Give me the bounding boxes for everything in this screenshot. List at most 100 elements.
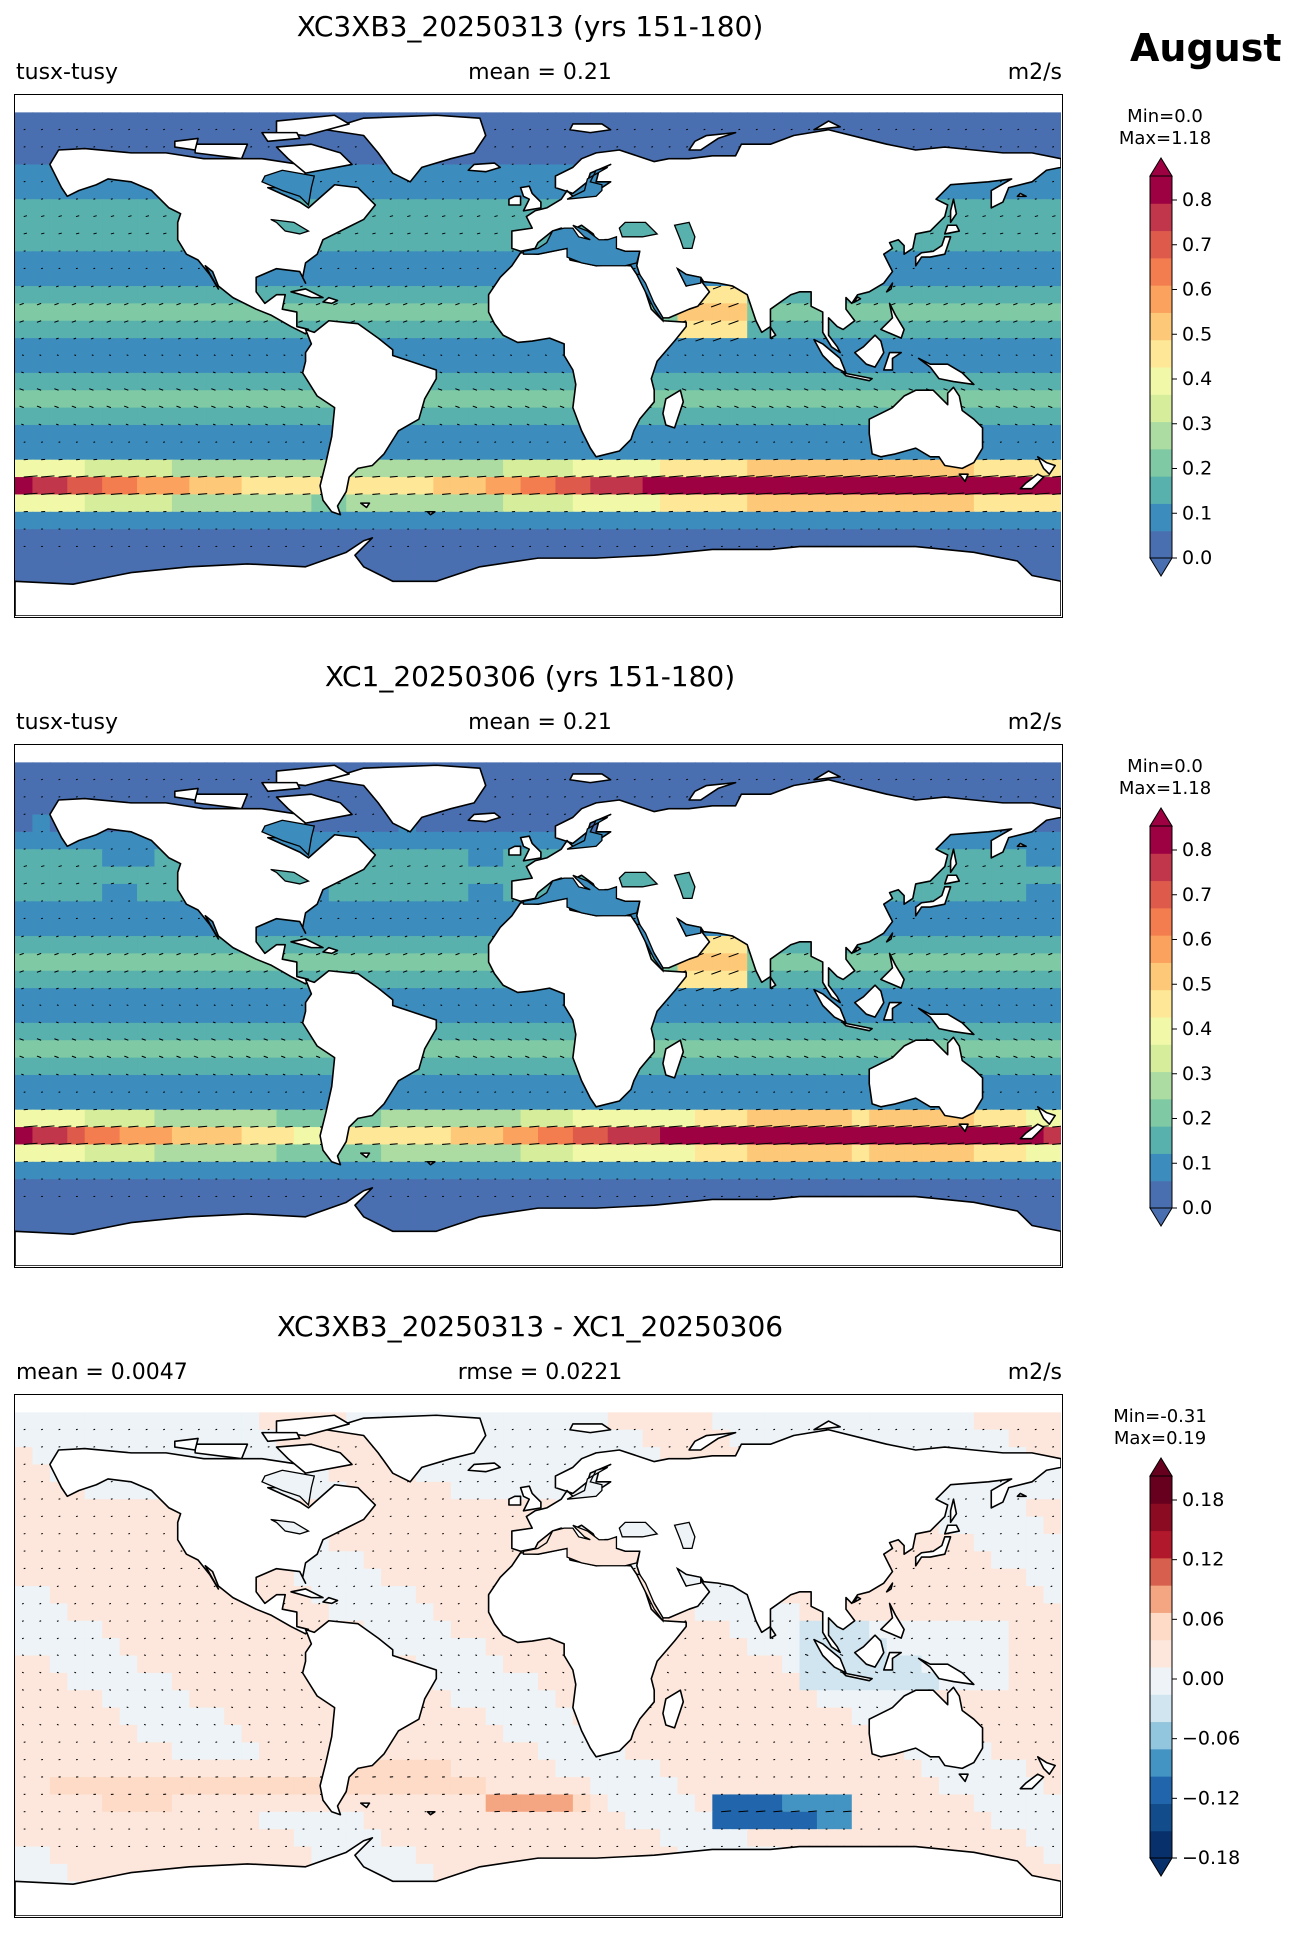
colorbar-tick-label: 0.2	[1182, 1108, 1212, 1130]
ireland-landmass	[508, 195, 522, 206]
panel-1-left-label: tusx-tusy	[16, 60, 119, 85]
panel-1-title: XC3XB3_20250313 (yrs 151-180)	[296, 10, 764, 43]
sri-lanka-landmass	[769, 1626, 777, 1639]
japan-landmass	[914, 236, 952, 267]
panel-3-title: XC3XB3_20250313 - XC1_20250306	[276, 1310, 784, 1343]
colorbar-tick-label: −0.18	[1182, 1847, 1240, 1869]
south-georgia-landmass	[426, 511, 436, 516]
taiwan-landmass	[885, 282, 894, 293]
colorbar-min-extend	[1149, 1207, 1173, 1227]
baltic-water	[566, 816, 609, 850]
south-america-landmass	[301, 1619, 438, 1816]
sakhalin-landmass	[949, 198, 958, 224]
colorbar-tick-label: 0.4	[1182, 368, 1212, 390]
panel-1-mean-label: mean = 0.21	[468, 60, 612, 85]
colorbar-tick-label: 0.7	[1182, 884, 1212, 906]
panel-1-map-canvas	[15, 95, 1061, 616]
caspian-water	[673, 221, 696, 250]
sulawesi-landmass	[882, 351, 902, 371]
banks-landmass	[174, 137, 199, 151]
colorbar-tick-label: 0.2	[1182, 458, 1212, 480]
svalbard-landmass	[569, 1423, 612, 1434]
antarctica-landmass	[15, 537, 1061, 616]
new-zealand-south-landmass	[1019, 1123, 1045, 1140]
greenland-landmass	[325, 764, 487, 833]
madagascar-landmass	[662, 1039, 685, 1079]
colorbar-tick-label: 0.00	[1182, 1668, 1224, 1690]
ellesmere-landmass	[275, 114, 350, 137]
black-sea-water	[618, 221, 659, 238]
baffin-landmass	[275, 793, 353, 824]
panel-3-units-label: m2/s	[1007, 1360, 1062, 1385]
persian-gulf-water	[675, 916, 702, 937]
colorbar-tick-label: 0.8	[1182, 839, 1212, 861]
colorbar-tick-label: 0.1	[1182, 502, 1212, 524]
japan-landmass	[914, 1536, 952, 1567]
continents	[15, 114, 1061, 616]
south-america-landmass	[301, 969, 438, 1166]
australia-landmass	[868, 1036, 984, 1120]
caspian-water	[673, 871, 696, 900]
colorbar-tick-label: 0.12	[1182, 1549, 1224, 1571]
devon-landmass	[261, 1431, 301, 1443]
hokkaido-landmass	[943, 874, 961, 885]
colorbar-tick-label: 0.7	[1182, 234, 1212, 256]
great-lakes-water	[270, 868, 311, 885]
madagascar-landmass	[662, 389, 685, 429]
new-guinea-landmass	[917, 1007, 975, 1036]
colorbar-tick-label: 0.0	[1182, 547, 1212, 569]
new-zealand-south-landmass	[1019, 473, 1045, 490]
hispaniola-landmass	[322, 946, 339, 955]
colorbar-tick-label: 0.1	[1182, 1152, 1212, 1174]
baltic-water	[566, 166, 609, 200]
devon-landmass	[261, 131, 301, 143]
hokkaido-landmass	[943, 224, 961, 235]
colorbar-tick-label: 0.4	[1182, 1018, 1212, 1040]
new-guinea-landmass	[917, 1657, 975, 1686]
panel-3-colorbar: 0.18 0.12 0.06 0.00 −0.06 −0.12 −0.18	[1149, 1457, 1260, 1884]
philippines-landmass	[880, 302, 905, 339]
ireland-landmass	[508, 845, 522, 856]
falklands-landmass	[359, 1152, 371, 1159]
colorbar-tick-label: 0.8	[1182, 189, 1212, 211]
antarctica-landmass	[15, 1837, 1061, 1916]
red-sea-water	[635, 1573, 664, 1623]
novaya-zemlya-landmass	[688, 131, 737, 151]
new-zealand-north-landmass	[1036, 456, 1056, 475]
iceland-landmass	[467, 1462, 502, 1473]
mediterranean-water	[522, 1524, 641, 1567]
south-georgia-landmass	[426, 1811, 436, 1816]
hispaniola-landmass	[322, 296, 339, 305]
new-zealand-north-landmass	[1036, 1106, 1056, 1125]
colorbar-tick-label: 0.5	[1182, 323, 1212, 345]
caspian-water	[673, 1521, 696, 1550]
severnaya-landmass	[813, 770, 841, 781]
britain-landmass	[519, 1485, 542, 1512]
hokkaido-landmass	[943, 1524, 961, 1535]
colorbar-canvas: 0.8 0.7 0.6 0.5 0.4 0.3 0.2 0.1 0.0	[1149, 807, 1212, 1227]
panel-3-min-label: Min=-0.31	[1113, 1406, 1207, 1427]
red-sea-water	[635, 923, 664, 973]
ireland-landmass	[508, 1495, 522, 1506]
panel-1-units-label: m2/s	[1007, 60, 1062, 85]
kamchatka-islands-landmass	[1016, 1492, 1027, 1498]
colorbar-max-extend	[1149, 157, 1173, 177]
new-guinea-landmass	[917, 357, 975, 386]
new-zealand-south-landmass	[1019, 1773, 1045, 1790]
north-america-landmass	[49, 1447, 377, 1635]
persian-gulf-water	[675, 266, 702, 287]
south-america-landmass	[301, 319, 438, 516]
panel-3-max-label: Max=0.19	[1113, 1428, 1207, 1449]
panel-2-max-label: Max=1.18	[1118, 778, 1212, 799]
colorbar-tick-label: 0.5	[1182, 973, 1212, 995]
hainan-landmass	[852, 1596, 862, 1604]
great-lakes-water	[270, 218, 311, 235]
north-america-landmass	[49, 797, 377, 985]
colorbar-tick-label: 0.6	[1182, 929, 1212, 951]
panel-2-title: XC1_20250306 (yrs 151-180)	[324, 660, 736, 693]
colorbar-tick-label: 0.18	[1182, 1489, 1224, 1511]
britain-landmass	[519, 835, 542, 862]
novaya-zemlya-landmass	[688, 1431, 737, 1451]
mediterranean-water	[522, 224, 641, 267]
south-georgia-landmass	[426, 1161, 436, 1166]
